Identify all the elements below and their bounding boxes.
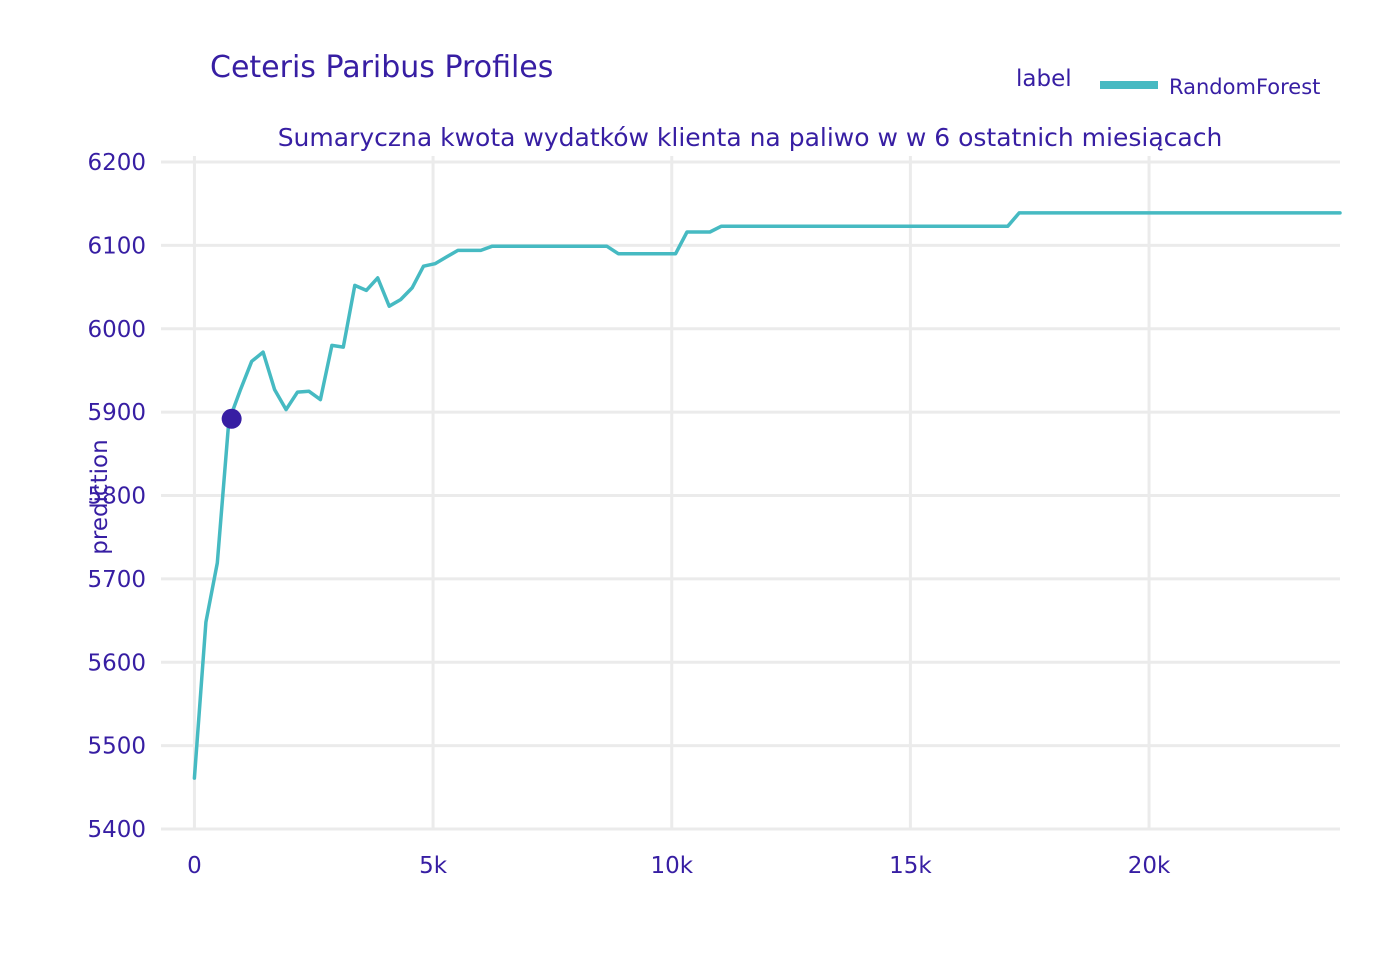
legend[interactable]: label RandomForest [1016, 66, 1320, 99]
y-tick-label: 5800 [87, 484, 146, 510]
series-line-randomforest[interactable] [192, 211, 1342, 780]
x-axis-tick-labels: 0 5k 10k 15k 20k [187, 853, 1171, 879]
legend-item-randomforest[interactable]: RandomForest [1169, 75, 1320, 99]
y-axis-title: prediction [87, 439, 113, 554]
y-tick-label: 5400 [87, 817, 146, 843]
y-tick-label: 6000 [87, 317, 146, 343]
x-tick-label: 10k [650, 853, 693, 879]
legend-title: label [1016, 66, 1072, 92]
y-tick-label: 6100 [87, 233, 146, 259]
y-gridlines [161, 160, 1340, 831]
y-axis-tick-labels: 5400 5500 5600 5700 5800 5900 6000 6100 6200 [87, 150, 146, 843]
chart-title: Ceteris Paribus Profiles [210, 50, 553, 85]
y-tick-label: 5600 [87, 650, 146, 676]
x-tick-label: 5k [419, 853, 448, 879]
y-tick-label: 5900 [87, 400, 146, 426]
observation-point[interactable] [221, 408, 242, 429]
x-tick-label: 0 [187, 853, 202, 879]
x-tick-label: 15k [889, 853, 932, 879]
x-tick-label: 20k [1128, 853, 1171, 879]
y-tick-label: 5500 [87, 734, 146, 760]
y-tick-label: 6200 [87, 150, 146, 176]
x-gridlines [192, 156, 1151, 829]
y-tick-label: 5700 [87, 567, 146, 593]
chart-subtitle: Sumaryczna kwota wydatków klienta na pal… [278, 123, 1223, 152]
plot-area [192, 211, 1342, 780]
